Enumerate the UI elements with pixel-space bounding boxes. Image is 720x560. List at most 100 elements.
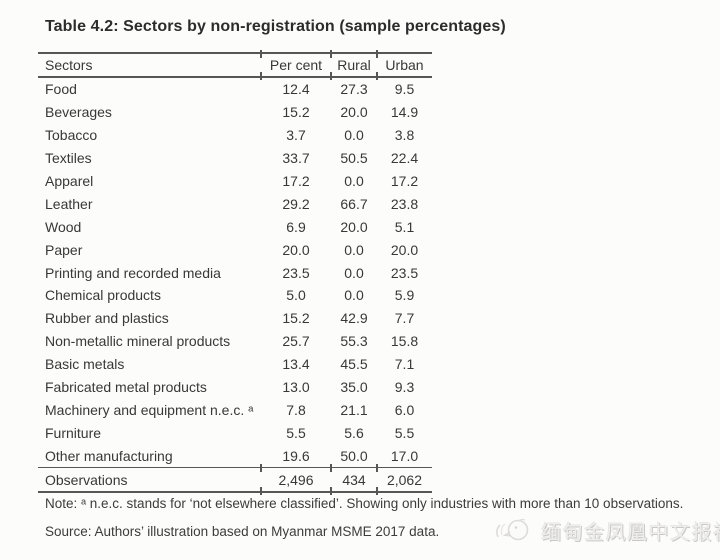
value-cell: 42.9 — [340, 310, 368, 327]
value-cell: 9.3 — [394, 379, 415, 396]
sector-cell: Textiles — [45, 150, 92, 167]
sector-cell: Tobacco — [45, 127, 98, 144]
table-row: Chemical products 5.0 0.0 5.9 — [38, 284, 432, 307]
value-cell: 7.8 — [286, 401, 306, 418]
sector-cell: Basic metals — [45, 356, 125, 373]
table-row: Food 12.4 27.3 9.5 — [38, 78, 432, 101]
table-source: Source: Authors’ illustration based on M… — [45, 524, 440, 539]
value-cell: 0.0 — [344, 287, 364, 304]
value-cell: 15.2 — [282, 104, 310, 121]
value-cell: 35.0 — [340, 379, 368, 396]
sector-cell: Wood — [45, 218, 82, 235]
watermark-text: 缅甸金凤凰中文报社 — [541, 521, 720, 544]
sectors-table: Sectors Per cent Rural Urban Food 12.4 27.… — [38, 50, 432, 496]
sector-cell: Chemical products — [45, 287, 161, 304]
value-cell: 27.3 — [340, 81, 368, 98]
value-cell: 6.9 — [286, 218, 306, 235]
value-cell: 50.0 — [340, 447, 368, 464]
table-row: Paper 20.0 0.0 20.0 — [38, 238, 432, 261]
phoenix-logo-icon — [496, 518, 529, 541]
value-cell: 9.5 — [394, 81, 415, 98]
value-cell: 45.5 — [340, 356, 368, 373]
value-cell: 21.1 — [340, 401, 368, 418]
value-cell: 13.0 — [282, 379, 310, 396]
col-header-rural: Rural — [330, 50, 377, 80]
value-cell: 20.0 — [340, 104, 368, 121]
table-row: Textiles 33.7 50.5 22.4 — [38, 147, 432, 170]
sector-cell: Paper — [45, 241, 83, 258]
value-cell: 5.0 — [286, 287, 306, 304]
sector-cell: Other manufacturing — [45, 447, 173, 464]
value-cell: 23.8 — [390, 195, 419, 212]
value-cell: 66.7 — [340, 195, 368, 212]
watermark: 缅甸金凤凰中文报社 — [494, 513, 720, 547]
sector-cell: Rubber and plastics — [45, 310, 169, 327]
sector-cell: Beverages — [45, 104, 112, 121]
table-row: Furniture 5.5 5.6 5.5 — [38, 421, 432, 444]
value-cell: 29.2 — [282, 195, 310, 212]
sector-cell: Leather — [45, 195, 93, 212]
table-row: Apparel 17.2 0.0 17.2 — [38, 170, 432, 193]
value-cell: 17.0 — [390, 447, 419, 464]
value-cell: 3.7 — [286, 127, 306, 144]
sector-cell: Non-metallic mineral products — [45, 333, 231, 350]
value-cell: 0.0 — [344, 127, 364, 144]
value-cell: 25.7 — [282, 333, 310, 350]
table-row: Tobacco 3.7 0.0 3.8 — [38, 124, 432, 147]
observations-rural: 434 — [330, 464, 377, 496]
value-cell: 0.0 — [344, 264, 364, 281]
table-row: Printing and recorded media 23.5 0.0 23.5 — [38, 261, 432, 284]
value-cell: 13.4 — [282, 356, 310, 373]
value-cell: 7.7 — [394, 310, 415, 327]
col-header-sectors: Sectors — [38, 54, 261, 78]
table-note: Note: ᵃ n.e.c. stands for ‘not elsewhere… — [45, 496, 684, 511]
value-cell: 19.6 — [282, 447, 310, 464]
value-cell: 14.9 — [390, 104, 419, 121]
table-body: Food 12.4 27.3 9.5 Beverages 15.2 20.0 14.9 Toba… — [38, 78, 432, 467]
value-cell: 23.5 — [390, 264, 419, 281]
value-cell: 3.8 — [394, 127, 415, 144]
table-row: Wood 6.9 20.0 5.1 — [38, 215, 432, 238]
observations-label: Observations — [38, 467, 261, 494]
table-row: Leather 29.2 66.7 23.8 — [38, 192, 432, 215]
value-cell: 5.1 — [394, 218, 415, 235]
value-cell: 22.4 — [390, 150, 419, 167]
value-cell: 55.3 — [340, 333, 368, 350]
value-cell: 12.4 — [282, 81, 310, 98]
sector-cell: Food — [45, 81, 77, 98]
value-cell: 23.5 — [282, 264, 310, 281]
sector-cell: Machinery and equipment n.e.c. ᵃ — [45, 401, 254, 418]
table-row: Fabricated metal products 13.0 35.0 9.3 — [38, 376, 432, 399]
table-row: Rubber and plastics 15.2 42.9 7.7 — [38, 307, 432, 330]
value-cell: 6.0 — [394, 401, 415, 418]
sector-cell: Fabricated metal products — [45, 379, 207, 396]
value-cell: 33.7 — [282, 150, 310, 167]
value-cell: 5.9 — [394, 287, 415, 304]
value-cell: 5.5 — [394, 424, 415, 441]
value-cell: 7.1 — [394, 356, 415, 373]
table-row: Basic metals 13.4 45.5 7.1 — [38, 353, 432, 376]
value-cell: 5.6 — [344, 424, 364, 441]
value-cell: 15.2 — [282, 310, 310, 327]
value-cell: 17.2 — [282, 173, 310, 189]
sector-cell: Furniture — [45, 424, 102, 441]
value-cell: 20.0 — [390, 241, 419, 258]
value-cell: 15.8 — [390, 333, 419, 350]
table-row: Other manufacturing 19.6 50.0 17.0 — [38, 444, 432, 467]
sector-cell: Printing and recorded media — [45, 264, 221, 281]
observations-percent: 2,496 — [260, 464, 331, 496]
observations-urban: 2,062 — [376, 464, 432, 496]
observations-row: Observations 2,496 434 2,062 — [38, 464, 432, 496]
table-row: Machinery and equipment n.e.c. ᵃ 7.8 21.1 6… — [38, 398, 432, 421]
value-cell: 5.5 — [286, 424, 306, 441]
sector-cell: Apparel — [45, 173, 94, 189]
table-row: Non-metallic mineral products 25.7 55.3 15.… — [38, 330, 432, 353]
col-header-urban: Urban — [376, 50, 432, 80]
value-cell: 50.5 — [340, 150, 368, 167]
value-cell: 0.0 — [344, 241, 364, 258]
table-header-row: Sectors Per cent Rural Urban — [38, 50, 432, 80]
col-header-percent: Per cent — [260, 50, 331, 80]
value-cell: 17.2 — [390, 173, 419, 189]
value-cell: 20.0 — [340, 218, 368, 235]
